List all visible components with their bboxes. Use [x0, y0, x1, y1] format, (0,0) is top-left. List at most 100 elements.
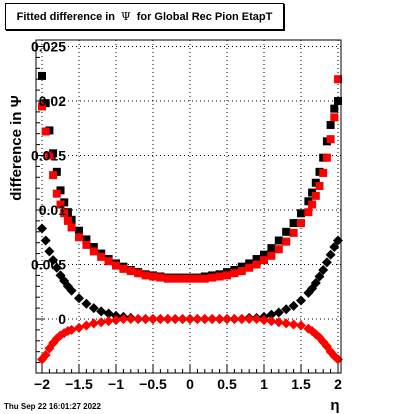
- psi-symbol: Ψ: [121, 10, 131, 23]
- plot-frame: [35, 39, 342, 374]
- square-marker-s0: [326, 120, 335, 129]
- diamond-marker-s3: [214, 314, 225, 324]
- y-tick-label: 0.01: [39, 202, 66, 218]
- square-marker-s0: [330, 104, 339, 113]
- square-marker-s1: [200, 274, 209, 283]
- diamond-marker-s2: [66, 285, 77, 296]
- square-marker-s0: [237, 262, 246, 271]
- diamond-marker-s2: [288, 300, 299, 311]
- diamond-marker-s3: [266, 316, 277, 327]
- diamond-marker-s3: [88, 318, 99, 329]
- square-marker-s1: [282, 237, 291, 246]
- diamond-marker-s3: [259, 315, 269, 326]
- axis-tick-labels: −2 −1.5 −1 −0.5 0 0.5 1 1.5 2 0 0.005 0.01 0.015 0.02…: [31, 39, 342, 393]
- axis-ticks: [36, 46, 339, 373]
- x-tick-label: 1: [260, 376, 268, 392]
- square-marker-s0: [38, 71, 46, 80]
- square-marker-s1: [163, 274, 172, 283]
- square-marker-s1: [63, 216, 72, 225]
- square-marker-s1: [141, 271, 150, 280]
- square-marker-s1: [267, 251, 276, 260]
- square-marker-s1: [41, 127, 50, 136]
- diamond-marker-s3: [40, 349, 51, 360]
- diamond-marker-s3: [296, 320, 306, 331]
- diamond-marker-s3: [251, 314, 262, 324]
- diamond-marker-s2: [266, 309, 277, 320]
- diamond-marker-s2: [48, 255, 59, 266]
- square-marker-s1: [49, 171, 58, 180]
- square-marker-s1: [38, 102, 46, 111]
- diamond-marker-s3: [207, 314, 218, 324]
- square-marker-s1: [308, 200, 317, 209]
- square-marker-s0: [297, 209, 305, 218]
- diamond-marker-s3: [244, 314, 255, 324]
- diamond-marker-s2: [44, 246, 55, 257]
- diamond-marker-s3: [125, 314, 136, 324]
- x-tick-label: 0: [186, 376, 194, 392]
- diamond-marker-s3: [281, 318, 292, 329]
- square-marker-s1: [97, 252, 106, 261]
- square-marker-s0: [82, 235, 91, 244]
- square-marker-s1: [45, 151, 54, 160]
- diamond-marker-s3: [162, 314, 173, 324]
- y-tick-label: 0.005: [31, 257, 66, 273]
- y-tick-label: 0.015: [31, 148, 66, 164]
- square-marker-s1: [289, 228, 298, 237]
- square-marker-s1: [274, 245, 283, 254]
- square-marker-s1: [297, 219, 305, 228]
- square-marker-s0: [334, 97, 342, 105]
- y-tick-label: 0.025: [31, 39, 66, 55]
- diamond-marker-s3: [185, 314, 195, 324]
- square-marker-s1: [230, 269, 239, 278]
- diamond-marker-s3: [133, 314, 144, 324]
- square-marker-s0: [274, 236, 283, 245]
- square-marker-s1: [315, 182, 324, 191]
- square-marker-s1: [67, 223, 76, 232]
- diamond-marker-s2: [310, 278, 321, 289]
- diamond-marker-s3: [236, 314, 247, 324]
- diamond-marker-s3: [118, 314, 129, 324]
- diamond-marker-s2: [37, 223, 47, 234]
- diamond-marker-s2: [51, 262, 62, 273]
- diamond-marker-s2: [329, 242, 340, 253]
- square-marker-s1: [193, 274, 202, 283]
- diamond-marker-s3: [170, 314, 181, 324]
- square-marker-s1: [171, 274, 180, 283]
- x-tick-label: 1.5: [291, 376, 311, 392]
- square-marker-s1: [311, 191, 320, 200]
- square-marker-s1: [149, 272, 157, 281]
- timestamp-footer: Thu Sep 22 16:01:27 2022: [4, 402, 101, 411]
- diamond-marker-s3: [199, 314, 210, 324]
- diamond-marker-s3: [155, 314, 166, 324]
- square-marker-s0: [89, 243, 98, 252]
- diamond-marker-s2: [40, 235, 51, 246]
- diamond-marker-s3: [229, 314, 240, 324]
- square-marker-s0: [245, 259, 254, 268]
- square-marker-s1: [52, 189, 61, 198]
- diamond-marker-s3: [81, 320, 92, 331]
- diamond-marker-s2: [88, 303, 99, 314]
- diamond-marker-s2: [281, 304, 292, 315]
- x-tick-label: −1.5: [65, 376, 93, 392]
- diamond-marker-s3: [66, 324, 77, 335]
- square-marker-s1: [156, 273, 165, 282]
- square-marker-s1: [252, 260, 261, 269]
- x-tick-label: −0.5: [139, 376, 167, 392]
- diamond-marker-s2: [296, 295, 306, 306]
- square-marker-s1: [126, 267, 135, 276]
- square-marker-s1: [104, 257, 113, 266]
- diamond-marker-s3: [140, 314, 151, 324]
- diamond-marker-s3: [222, 314, 232, 324]
- square-marker-s1: [245, 263, 254, 272]
- y-tick-label: 0: [58, 311, 66, 327]
- square-marker-s1: [60, 209, 69, 218]
- square-marker-s1: [319, 168, 328, 177]
- x-tick-label: −2: [34, 376, 50, 392]
- square-marker-s1: [186, 274, 194, 283]
- square-marker-s1: [89, 247, 98, 256]
- square-marker-s0: [282, 227, 291, 236]
- diamond-marker-s2: [325, 249, 336, 260]
- plot-markers: [37, 71, 343, 365]
- square-marker-s1: [119, 264, 128, 273]
